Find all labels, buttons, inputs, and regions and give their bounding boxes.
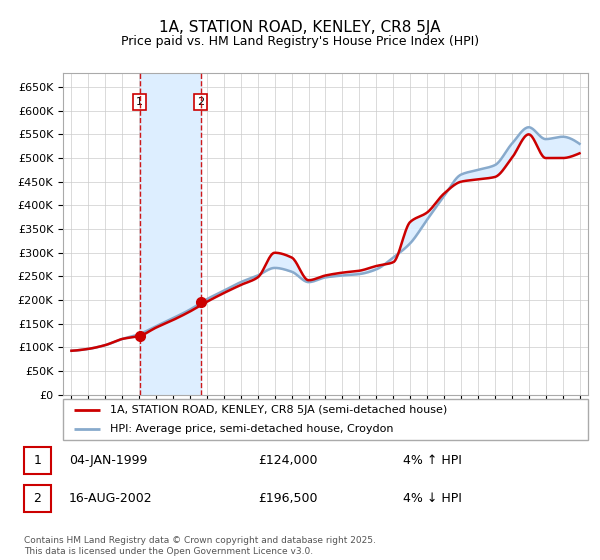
Text: Contains HM Land Registry data © Crown copyright and database right 2025.
This d: Contains HM Land Registry data © Crown c… xyxy=(24,536,376,556)
Text: 1: 1 xyxy=(34,454,41,467)
Text: £196,500: £196,500 xyxy=(259,492,318,505)
Text: HPI: Average price, semi-detached house, Croydon: HPI: Average price, semi-detached house,… xyxy=(110,424,394,433)
Text: 2: 2 xyxy=(34,492,41,505)
FancyBboxPatch shape xyxy=(24,447,51,474)
Bar xyxy=(140,73,200,395)
Text: 2: 2 xyxy=(197,97,204,107)
Text: 04-JAN-1999: 04-JAN-1999 xyxy=(68,454,147,467)
Text: 1A, STATION ROAD, KENLEY, CR8 5JA: 1A, STATION ROAD, KENLEY, CR8 5JA xyxy=(159,20,441,35)
Text: 1: 1 xyxy=(136,97,143,107)
Text: 4% ↑ HPI: 4% ↑ HPI xyxy=(403,454,463,467)
FancyBboxPatch shape xyxy=(24,486,51,512)
Text: 4% ↓ HPI: 4% ↓ HPI xyxy=(403,492,463,505)
Text: 16-AUG-2002: 16-AUG-2002 xyxy=(68,492,152,505)
Text: 1A, STATION ROAD, KENLEY, CR8 5JA (semi-detached house): 1A, STATION ROAD, KENLEY, CR8 5JA (semi-… xyxy=(110,405,448,415)
Text: Price paid vs. HM Land Registry's House Price Index (HPI): Price paid vs. HM Land Registry's House … xyxy=(121,35,479,48)
Text: £124,000: £124,000 xyxy=(259,454,318,467)
